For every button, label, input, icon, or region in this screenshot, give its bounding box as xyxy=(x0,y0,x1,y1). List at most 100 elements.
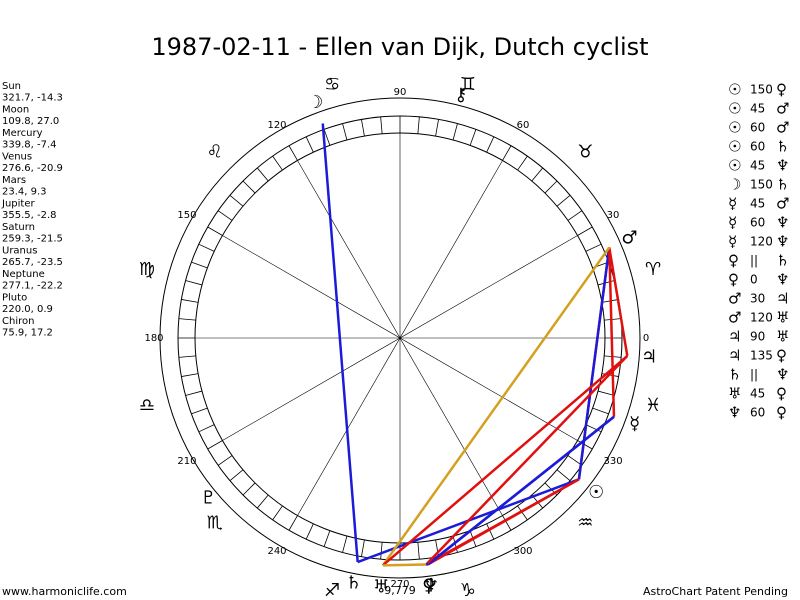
aspect-to: ♀ xyxy=(776,81,787,99)
aspect-value: || xyxy=(750,368,758,382)
aspect-to: ♂ xyxy=(776,119,789,137)
aspect-from: ♄ xyxy=(728,366,741,384)
planet-name: Chiron xyxy=(2,316,34,327)
planet-name: Sun xyxy=(2,81,21,92)
aspect-value: 60 xyxy=(750,406,765,420)
ring-tick xyxy=(272,155,283,171)
ring-tick xyxy=(577,226,593,236)
zodiac-sign: ♈ xyxy=(645,259,661,280)
ring-tick xyxy=(229,469,244,482)
aspect-value: 150 xyxy=(750,83,773,97)
degree-label: 270 xyxy=(390,579,409,590)
ring-tick xyxy=(191,407,208,415)
aspect-to: ♀ xyxy=(776,404,787,422)
degree-label: 30 xyxy=(607,210,620,221)
ring-tick xyxy=(178,355,196,358)
aspect-from: ☽ xyxy=(728,176,741,194)
zodiac-sign: ♊ xyxy=(460,74,476,95)
ring-tick xyxy=(323,530,331,547)
planet-name: Mars xyxy=(2,175,26,186)
ring-tick xyxy=(305,523,314,540)
degree-label: 240 xyxy=(267,546,286,557)
planet-glyph: ♅ xyxy=(373,576,389,597)
ring-tick xyxy=(380,116,383,134)
aspect-from: ☉ xyxy=(728,81,741,99)
ring-tick xyxy=(207,440,223,450)
aspect-to: ♆ xyxy=(776,157,789,175)
zodiac-sign: ♑ xyxy=(460,580,476,600)
planet-name: Venus xyxy=(2,152,32,163)
aspect-to: ♅ xyxy=(776,328,789,346)
ring-tick xyxy=(198,424,215,433)
aspect-line xyxy=(425,355,629,566)
ring-tick xyxy=(181,373,199,377)
spoke xyxy=(222,235,578,441)
aspect-value: 30 xyxy=(750,292,765,306)
ring-tick xyxy=(178,318,196,321)
planet-position: 220.0, 0.9 xyxy=(2,304,53,315)
chart-title: 1987-02-11 - Ellen van Dijk, Dutch cycli… xyxy=(151,33,648,61)
zodiac-sign: ♌ xyxy=(207,142,223,163)
aspect-line xyxy=(607,247,616,417)
ring-tick xyxy=(556,194,571,207)
ring-tick xyxy=(288,145,298,161)
aspect-value: 45 xyxy=(750,197,765,211)
aspect-value: 120 xyxy=(750,235,773,249)
ring-tick xyxy=(185,390,203,396)
ring-tick xyxy=(597,390,615,396)
aspect-value: 45 xyxy=(750,102,765,116)
aspect-line xyxy=(321,123,359,563)
aspect-line xyxy=(427,478,580,566)
aspect-line xyxy=(382,354,629,567)
zodiac-sign: ♉ xyxy=(577,142,593,163)
planet-position: 277.1, -22.2 xyxy=(2,281,63,292)
aspect-to: ♄ xyxy=(776,138,789,156)
ring-tick xyxy=(469,129,477,146)
aspect-from: ♂ xyxy=(728,309,741,327)
day-count: 9,779 xyxy=(384,584,416,597)
aspect-from: ♃ xyxy=(728,328,741,346)
planet-position: 109.8, 27.0 xyxy=(2,116,59,127)
ring-tick xyxy=(198,243,215,252)
aspect-to: ♄ xyxy=(776,252,789,270)
aspect-to: ♂ xyxy=(776,195,789,213)
zodiac-sign: ♓ xyxy=(645,395,661,416)
aspect-from: ♃ xyxy=(728,347,741,365)
planet-position: 321.7, -14.3 xyxy=(2,93,63,104)
aspect-line xyxy=(608,247,629,357)
aspect-from: ♂ xyxy=(728,290,741,308)
ring-tick xyxy=(272,505,283,521)
aspect-to: ♃ xyxy=(776,290,789,308)
ring-tick xyxy=(502,145,512,161)
aspect-value: 60 xyxy=(750,140,765,154)
planet-position: 355.5, -2.8 xyxy=(2,210,57,221)
ring-tick xyxy=(342,123,348,141)
ring-tick xyxy=(585,424,602,433)
aspect-value: 135 xyxy=(750,349,773,363)
degree-label: 60 xyxy=(517,120,530,131)
aspect-to: ♀ xyxy=(776,385,787,403)
planet-position: 265.7, -23.5 xyxy=(2,257,63,268)
ring-tick xyxy=(361,539,365,557)
planet-position: 339.8, -7.4 xyxy=(2,140,57,151)
aspect-line xyxy=(382,563,427,567)
aspect-to: ♆ xyxy=(776,271,789,289)
zodiac-sign: ♍ xyxy=(139,259,155,280)
planet-position: 23.4, 9.3 xyxy=(2,187,47,198)
ring-tick xyxy=(567,210,583,221)
ring-tick xyxy=(191,261,208,269)
planet-glyph: ♀ xyxy=(422,575,435,596)
aspect-from: ☉ xyxy=(728,138,741,156)
aspect-value: || xyxy=(750,254,758,268)
ring-tick xyxy=(486,136,495,153)
degree-label: 0 xyxy=(643,333,649,344)
ring-tick xyxy=(229,194,244,207)
footer-right: AstroChart Patent Pending xyxy=(643,585,788,598)
aspect-value: 60 xyxy=(750,216,765,230)
aspect-from: ☿ xyxy=(728,214,737,232)
aspect-from: ♀ xyxy=(728,252,739,270)
planet-name: Pluto xyxy=(2,293,27,304)
aspect-value: 45 xyxy=(750,387,765,401)
ring-tick xyxy=(207,226,223,236)
